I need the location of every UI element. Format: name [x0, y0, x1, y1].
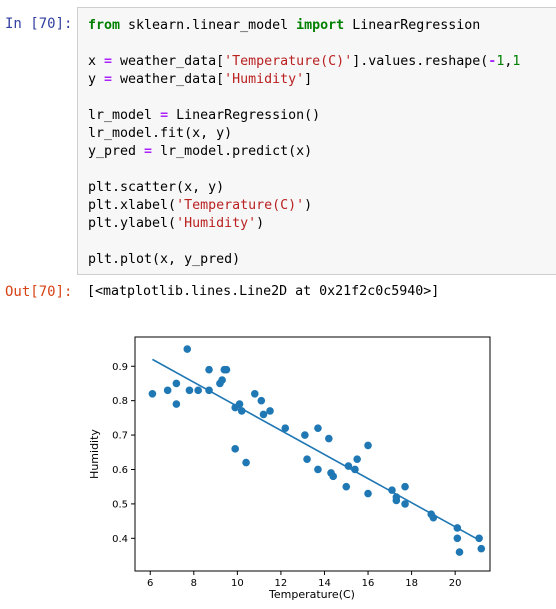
code-token: x — [88, 54, 104, 69]
code-token: ) — [256, 216, 264, 231]
data-point — [251, 390, 259, 398]
scatter-plot: Temperature(C) Humidity 6 8 10 12 14 16 18 20 0.… — [85, 330, 505, 605]
x-tick-label: 10 — [231, 578, 244, 589]
data-point — [258, 397, 266, 405]
data-point — [342, 483, 350, 491]
x-tick-label: 12 — [275, 578, 288, 589]
x-tick-label: 6 — [147, 578, 153, 589]
data-point — [364, 490, 372, 498]
output-text: [<matplotlib.lines.Line2D at 0x21f2c0c59… — [87, 284, 439, 299]
code-editor[interactable]: from sklearn.linear_model import LinearR… — [88, 17, 520, 269]
code-token: import — [296, 18, 344, 33]
plot-frame — [135, 337, 490, 571]
y-tick-label: 0.9 — [112, 362, 128, 373]
code-token: LinearRegression() — [168, 108, 320, 123]
code-token: 1 — [512, 54, 520, 69]
data-point — [329, 473, 337, 481]
y-tick-label: 0.7 — [112, 431, 128, 442]
data-point — [194, 387, 202, 395]
y-tick-label: 0.4 — [112, 534, 128, 545]
code-token: sklearn.linear_model — [120, 18, 296, 33]
x-tick-label: 20 — [449, 578, 462, 589]
data-point — [393, 497, 401, 505]
data-point — [477, 545, 485, 553]
code-token: plt.plot(x, y_pred) — [88, 252, 240, 267]
data-point — [231, 445, 239, 453]
code-token: lr_model.fit(x, y) — [88, 126, 232, 141]
data-point — [173, 400, 181, 408]
data-point — [454, 535, 462, 543]
code-token: plt.ylabel( — [88, 216, 176, 231]
data-point — [353, 455, 361, 463]
code-token: ].values.reshape( — [352, 54, 488, 69]
code-token: LinearRegression — [344, 18, 480, 33]
data-point — [266, 407, 274, 415]
input-prompt: In [70]: — [5, 16, 72, 32]
output-prompt: Out[70]: — [5, 284, 72, 300]
code-token: lr_model — [88, 108, 160, 123]
code-token: y — [88, 72, 104, 87]
data-point — [220, 366, 228, 374]
data-point — [456, 548, 464, 556]
data-point — [301, 431, 309, 439]
code-token: plt.scatter(x, y) — [88, 180, 224, 195]
code-token: 'Humidity' — [176, 216, 256, 231]
y-tick-label: 0.5 — [112, 499, 128, 510]
data-point — [303, 455, 311, 463]
code-token: weather_data[ — [112, 54, 224, 69]
data-point — [260, 411, 268, 419]
code-token: = — [104, 72, 112, 87]
code-token: weather_data[ — [112, 72, 224, 87]
data-point — [242, 459, 250, 467]
x-tick-label: 8 — [191, 578, 197, 589]
code-token: from — [88, 18, 120, 33]
x-tick-label: 16 — [362, 578, 375, 589]
y-axis-label: Humidity — [88, 429, 101, 479]
data-point — [186, 387, 194, 395]
data-point — [205, 366, 213, 374]
code-token: ] — [304, 72, 312, 87]
regression-line — [152, 359, 479, 540]
data-point — [173, 380, 181, 388]
code-token: plt.xlabel( — [88, 198, 176, 213]
code-token: ) — [304, 198, 312, 213]
y-tick-label: 0.6 — [112, 465, 128, 476]
data-point — [164, 387, 172, 395]
x-tick-label: 14 — [318, 578, 331, 589]
data-point — [325, 435, 333, 443]
code-token: = — [144, 144, 152, 159]
data-point — [149, 390, 157, 398]
code-cell[interactable]: from sklearn.linear_model import LinearR… — [77, 7, 556, 275]
data-point — [314, 466, 322, 474]
code-token: = — [160, 108, 168, 123]
y-tick-label: 0.8 — [112, 396, 128, 407]
data-point — [364, 442, 372, 450]
x-axis-label: Temperature(C) — [268, 588, 355, 601]
code-token: y_pred — [88, 144, 144, 159]
data-point — [314, 424, 322, 432]
x-tick-label: 18 — [405, 578, 418, 589]
code-token: 'Temperature(C)' — [176, 198, 304, 213]
data-point — [183, 345, 191, 353]
code-token: 'Humidity' — [224, 72, 304, 87]
code-token: lr_model.predict(x) — [152, 144, 312, 159]
data-point — [218, 376, 226, 384]
code-token: 'Temperature(C)' — [224, 54, 352, 69]
data-point — [401, 483, 409, 491]
code-token: = — [104, 54, 112, 69]
